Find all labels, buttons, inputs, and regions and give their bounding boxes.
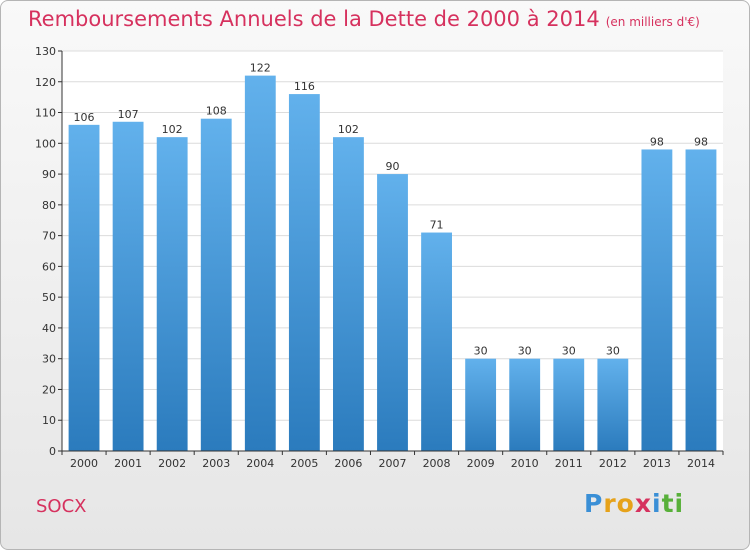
x-tick-label: 2009 [467, 457, 495, 470]
bar-value-label: 90 [386, 160, 400, 173]
y-tick-label: 20 [42, 383, 56, 396]
bar-value-label: 107 [118, 108, 139, 121]
bar-value-label: 106 [74, 111, 95, 124]
y-tick-label: 110 [35, 107, 56, 120]
logo-letter: i [674, 489, 685, 518]
y-tick-label: 50 [42, 291, 56, 304]
x-tick-label: 2001 [114, 457, 142, 470]
logo-letter: t [661, 489, 675, 518]
logo-letter: P [584, 489, 604, 518]
bar [156, 137, 188, 451]
bar [200, 118, 232, 451]
logo-letter: x [634, 489, 652, 518]
y-tick-label: 30 [42, 353, 56, 366]
y-tick-label: 90 [42, 168, 56, 181]
y-tick-label: 100 [35, 137, 56, 150]
bar-value-label: 98 [650, 135, 664, 148]
bar [68, 124, 100, 451]
y-tick-label: 80 [42, 199, 56, 212]
bar-chart: 106 107 102 108 122 116 102 90 71 30 30 30 30 98 98 0 1… [35, 45, 724, 470]
x-tick-label: 2014 [687, 457, 715, 470]
bar-value-label: 122 [250, 62, 271, 75]
commune-name: SOCX [36, 496, 87, 517]
bar [597, 358, 629, 451]
chart-title: Remboursements Annuels de la Dette de 20… [28, 7, 700, 31]
bar [509, 358, 541, 451]
y-tick-label: 130 [35, 45, 56, 58]
bar-value-label: 102 [162, 123, 183, 136]
logo-letter: r [603, 489, 617, 518]
bar-value-label: 30 [606, 345, 620, 358]
bar-value-label: 30 [562, 345, 576, 358]
chart-title-text: Remboursements Annuels de la Dette de 20… [28, 7, 600, 31]
bar-value-label: 116 [294, 80, 315, 93]
y-tick-label: 10 [42, 414, 56, 427]
x-tick-label: 2012 [599, 457, 627, 470]
bar [421, 232, 452, 451]
bar [333, 137, 364, 451]
y-tick-label: 120 [35, 76, 56, 89]
x-tick-label: 2006 [334, 457, 362, 470]
y-tick-label: 0 [49, 445, 56, 458]
bar-value-label: 102 [338, 123, 359, 136]
bar [641, 149, 673, 451]
x-tick-label: 2004 [246, 457, 274, 470]
bar-value-label: 30 [474, 345, 488, 358]
bar [685, 149, 717, 451]
x-tick-label: 2003 [202, 457, 230, 470]
unit-label: (en milliers d'€) [605, 15, 700, 29]
bar [244, 75, 276, 451]
bar-value-label: 98 [694, 135, 708, 148]
bar-value-label: 30 [518, 345, 532, 358]
bar [288, 94, 320, 452]
x-tick-label: 2011 [555, 457, 583, 470]
x-tick-label: 2005 [290, 457, 318, 470]
x-tick-label: 2002 [158, 457, 186, 470]
bar [377, 174, 408, 452]
x-tick-label: 2008 [423, 457, 451, 470]
x-tick-label: 2013 [643, 457, 671, 470]
x-tick-label: 2010 [511, 457, 539, 470]
x-tick-label: 2000 [70, 457, 98, 470]
bar [465, 358, 497, 451]
bar [112, 121, 144, 452]
logo-letter: i [652, 489, 662, 518]
bar-value-label: 71 [430, 219, 444, 232]
y-tick-label: 40 [42, 322, 56, 335]
bar-value-label: 108 [206, 105, 227, 118]
proxiti-logo[interactable]: Proxiti [584, 489, 684, 518]
y-tick-label: 70 [42, 230, 56, 243]
bar [553, 358, 585, 451]
logo-letter: o [616, 489, 635, 518]
y-tick-label: 60 [42, 260, 56, 273]
x-tick-label: 2007 [379, 457, 407, 470]
